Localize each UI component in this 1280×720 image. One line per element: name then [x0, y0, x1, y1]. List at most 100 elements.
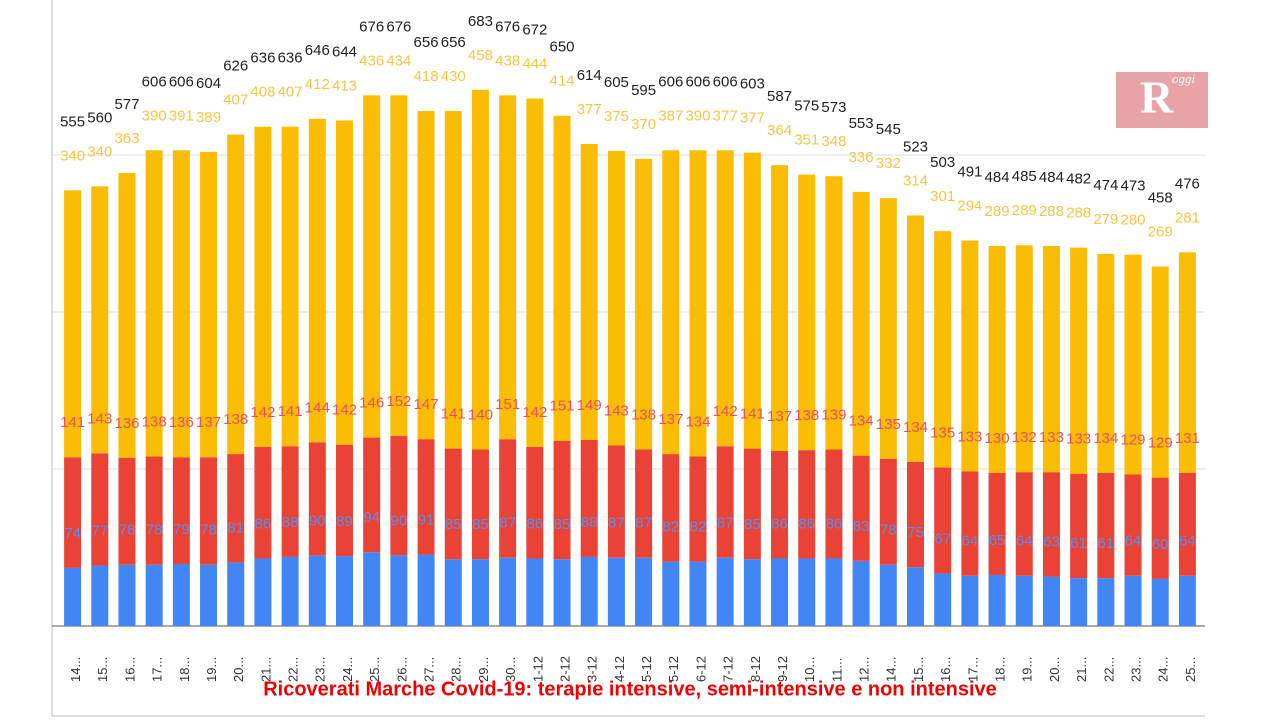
bar-segment: [363, 95, 381, 438]
total-label: 676: [386, 18, 411, 35]
value-label: 85: [445, 516, 462, 533]
value-label: 87: [499, 515, 516, 532]
chart-title: Ricoverati Marche Covid-19: terapie inte…: [263, 678, 997, 700]
value-label: 133: [1066, 431, 1091, 448]
bar-segment: [1042, 576, 1060, 626]
x-tick-label: 29...: [476, 657, 491, 682]
value-label: 314: [903, 172, 928, 189]
bar-segment: [444, 448, 462, 560]
total-label: 474: [1093, 177, 1118, 194]
value-label: 131: [1175, 430, 1200, 447]
bar-segment: [879, 458, 897, 565]
bar-segment: [227, 562, 245, 626]
x-tick-label: 30...: [503, 657, 518, 682]
bar-segment: [1097, 253, 1115, 473]
bar-segment: [363, 552, 381, 626]
bar-segment: [961, 240, 979, 472]
value-label: 413: [332, 77, 357, 94]
bar-segment: [1178, 252, 1196, 473]
total-label: 606: [658, 73, 683, 90]
bar-segment: [907, 567, 924, 626]
x-tick-label: 10...: [802, 657, 817, 682]
value-label: 138: [142, 413, 167, 430]
x-tick-label: 7-12: [721, 656, 736, 682]
logo-box: [1116, 72, 1208, 128]
x-tick-label: 26...: [394, 657, 409, 682]
total-label: 656: [441, 34, 466, 51]
bar-segment: [336, 444, 353, 557]
value-label: 135: [876, 416, 901, 433]
x-tick-label: 17...: [965, 657, 980, 682]
value-label: 438: [495, 52, 520, 69]
value-label: 377: [577, 101, 602, 118]
bar-segment: [417, 554, 435, 626]
value-label: 137: [196, 414, 221, 431]
value-label: 143: [604, 402, 629, 419]
bar-segment: [390, 555, 408, 626]
value-label: 90: [309, 512, 326, 529]
bar-segment: [934, 573, 952, 626]
value-label: 91: [418, 512, 435, 529]
total-label: 683: [468, 13, 493, 30]
bar-segment: [771, 165, 789, 451]
value-label: 79: [173, 521, 190, 538]
bar-segment: [553, 559, 571, 626]
bar-segment: [553, 115, 571, 441]
bar-segment: [1151, 578, 1169, 626]
value-label: 430: [441, 68, 466, 85]
bar-segment: [1178, 575, 1196, 626]
bar-segment: [172, 457, 190, 564]
value-label: 64: [1016, 533, 1033, 550]
x-tick-label: 18...: [993, 657, 1008, 682]
value-label: 390: [685, 107, 710, 124]
value-label: 141: [60, 414, 85, 431]
x-tick-label: 8-12: [748, 656, 763, 682]
bar-segment: [1015, 575, 1033, 626]
bar-segment: [1070, 473, 1088, 579]
bar-segment: [635, 557, 653, 626]
value-label: 142: [522, 404, 547, 421]
logo-text: oggi: [1172, 71, 1196, 86]
value-label: 351: [794, 132, 819, 149]
total-label: 484: [985, 169, 1010, 186]
value-label: 143: [87, 410, 112, 427]
value-label: 142: [713, 403, 738, 420]
total-label: 595: [631, 82, 656, 99]
value-label: 89: [336, 513, 353, 530]
value-label: 301: [930, 188, 955, 205]
total-label: 676: [495, 18, 520, 35]
value-label: 134: [685, 413, 710, 430]
total-label: 458: [1148, 189, 1173, 206]
value-label: 363: [114, 130, 139, 147]
value-label: 377: [713, 107, 738, 124]
bar-segment: [499, 95, 517, 440]
value-label: 390: [142, 107, 167, 124]
value-label: 86: [771, 515, 788, 532]
total-label: 605: [604, 74, 629, 91]
total-label: 587: [767, 88, 792, 105]
x-tick-label: 6-12: [693, 656, 708, 682]
value-label: 151: [550, 398, 575, 415]
bar-segment: [526, 558, 544, 626]
bar-segment: [118, 173, 136, 459]
bar-segment: [308, 118, 326, 443]
bar-segment: [471, 559, 489, 626]
x-tick-label: 14...: [68, 657, 83, 682]
total-label: 672: [522, 21, 547, 38]
value-label: 86: [526, 515, 543, 532]
total-label: 560: [87, 109, 112, 126]
bar-segment: [662, 454, 680, 562]
value-label: 418: [414, 68, 439, 85]
bar-segment: [689, 456, 707, 562]
total-label: 676: [359, 18, 384, 35]
value-label: 414: [550, 73, 575, 90]
bar-segment: [852, 455, 870, 561]
value-label: 94: [363, 509, 380, 526]
bar-segment: [1070, 578, 1088, 626]
bar-segment: [444, 111, 462, 449]
value-label: 142: [332, 402, 357, 419]
bar-segment: [200, 151, 218, 458]
total-label: 626: [223, 58, 248, 75]
value-label: 340: [60, 147, 85, 164]
